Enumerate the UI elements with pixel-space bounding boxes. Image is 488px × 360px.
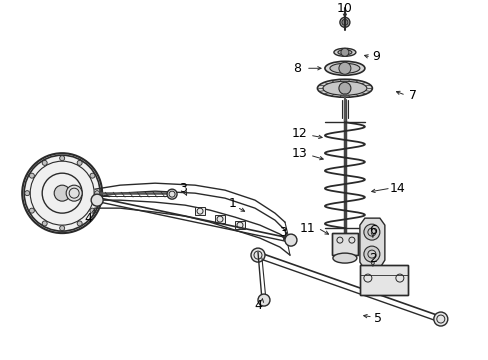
- Circle shape: [66, 185, 82, 201]
- Circle shape: [29, 173, 34, 178]
- Circle shape: [22, 153, 102, 233]
- Circle shape: [90, 208, 95, 213]
- Text: 3: 3: [179, 182, 186, 195]
- Text: 4: 4: [254, 298, 262, 311]
- Circle shape: [167, 189, 177, 199]
- Ellipse shape: [322, 81, 366, 95]
- Bar: [215, 215, 224, 223]
- Circle shape: [339, 17, 349, 27]
- Circle shape: [258, 294, 269, 306]
- Circle shape: [90, 173, 95, 178]
- Polygon shape: [359, 218, 384, 270]
- Text: 11: 11: [300, 222, 315, 235]
- Text: 8: 8: [292, 62, 300, 75]
- Text: 7: 7: [408, 89, 416, 102]
- Circle shape: [363, 246, 379, 262]
- Ellipse shape: [317, 79, 372, 97]
- Text: 4: 4: [84, 212, 92, 225]
- Circle shape: [77, 160, 82, 165]
- Circle shape: [77, 221, 82, 226]
- Circle shape: [338, 62, 350, 74]
- Ellipse shape: [329, 63, 359, 73]
- Circle shape: [285, 234, 296, 246]
- Circle shape: [338, 82, 350, 94]
- Text: 1: 1: [228, 197, 237, 210]
- Circle shape: [29, 208, 34, 213]
- Ellipse shape: [337, 50, 351, 55]
- Circle shape: [42, 221, 47, 226]
- Circle shape: [433, 312, 447, 326]
- Circle shape: [250, 248, 264, 262]
- Text: 2: 2: [368, 252, 376, 265]
- Circle shape: [60, 156, 64, 161]
- Bar: [235, 221, 244, 229]
- Text: 12: 12: [291, 127, 307, 140]
- Circle shape: [91, 194, 103, 206]
- Ellipse shape: [333, 48, 355, 56]
- Circle shape: [42, 160, 47, 165]
- Bar: [195, 207, 204, 215]
- Bar: [359, 265, 407, 295]
- Text: 5: 5: [373, 311, 381, 324]
- Ellipse shape: [324, 61, 364, 75]
- Text: 13: 13: [291, 147, 307, 160]
- Bar: [359, 265, 407, 295]
- Ellipse shape: [332, 253, 356, 263]
- Text: 3: 3: [279, 226, 286, 239]
- Bar: [331, 233, 357, 255]
- Text: 9: 9: [371, 50, 379, 63]
- Circle shape: [340, 48, 348, 56]
- Circle shape: [95, 191, 100, 195]
- Circle shape: [363, 224, 379, 240]
- Circle shape: [341, 19, 347, 25]
- Text: 6: 6: [368, 224, 376, 237]
- Text: 14: 14: [389, 182, 405, 195]
- Circle shape: [54, 185, 70, 201]
- Text: 10: 10: [336, 2, 352, 15]
- Bar: [331, 233, 357, 255]
- Circle shape: [25, 191, 30, 195]
- Circle shape: [60, 226, 64, 231]
